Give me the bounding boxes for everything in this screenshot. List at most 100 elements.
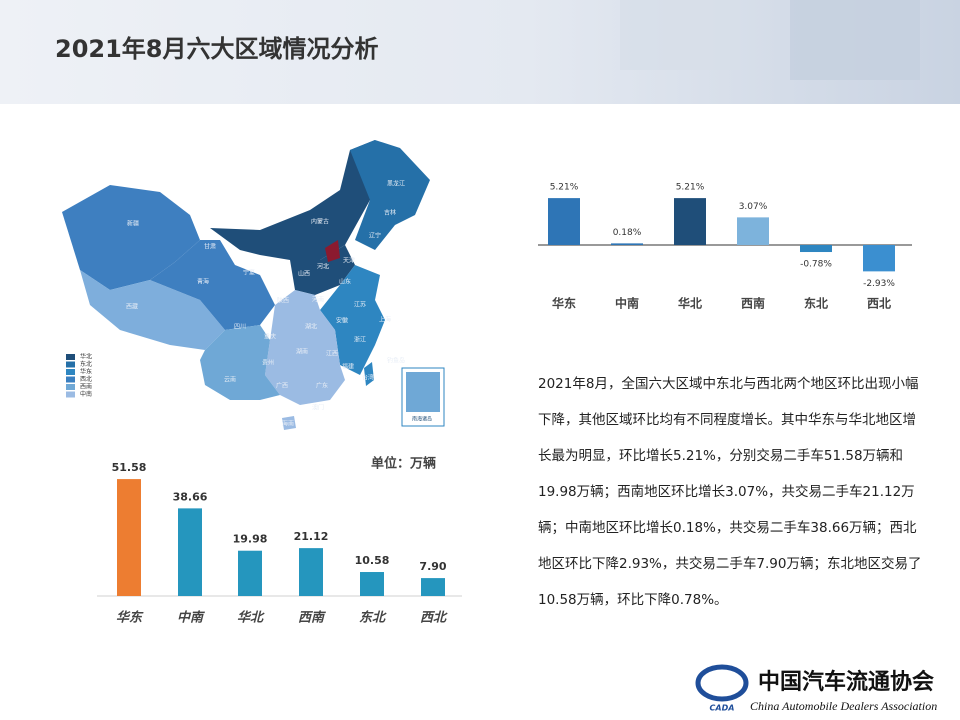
x-tick-label: 西北 — [867, 296, 891, 311]
map-label: 青海 — [197, 278, 209, 286]
map-label: 福建 — [342, 363, 354, 371]
x-tick-label: 西南 — [298, 610, 326, 626]
map-label: 湖北 — [305, 323, 317, 331]
value-label: 5.21% — [550, 183, 579, 193]
map-label: 广西 — [276, 382, 288, 390]
x-tick-label: 西北 — [420, 611, 448, 626]
map-label: 贵州 — [262, 359, 274, 367]
bar — [238, 550, 262, 596]
map-label: 山东 — [339, 278, 351, 286]
legend-swatch — [66, 361, 75, 368]
value-label: 3.07% — [739, 202, 768, 212]
map-label: 宁夏 — [243, 269, 255, 277]
x-tick-label: 中南 — [615, 296, 639, 311]
legend-label: 西南 — [80, 383, 92, 391]
bar — [611, 243, 643, 245]
x-tick-label: 华东 — [116, 610, 144, 626]
legend-swatch — [66, 354, 75, 360]
map-label: 四川 — [234, 324, 246, 331]
bar — [737, 217, 769, 245]
legend-label: 西北 — [80, 375, 92, 383]
map-label: 湖南 — [296, 348, 308, 356]
value-label: 19.98 — [233, 533, 268, 546]
bar — [299, 548, 323, 596]
map-label: 钓鱼岛 — [387, 357, 405, 365]
region-shape — [265, 290, 345, 405]
value-label: 7.90 — [419, 560, 446, 573]
legend-label: 东北 — [80, 360, 92, 368]
x-tick-label: 华东 — [552, 296, 576, 311]
map-label: 安徽 — [336, 317, 348, 325]
x-tick-label: 中南 — [177, 610, 205, 626]
inset-label: 南海诸岛 — [412, 416, 432, 423]
value-label: -0.78% — [800, 260, 832, 270]
map-label: 内蒙古 — [311, 218, 329, 226]
map-label: 江西 — [326, 351, 338, 358]
value-label: 38.66 — [173, 490, 208, 503]
x-tick-label: 西南 — [741, 296, 765, 311]
map-label: 台湾 — [362, 374, 374, 382]
inset-sea — [406, 372, 440, 412]
region-shape — [350, 140, 430, 250]
header-cube — [620, 0, 740, 70]
logo-name: 中国汽车流通协会 — [758, 669, 934, 695]
logo-name-en: China Automobile Dealers Association — [750, 699, 937, 713]
map-label: 浙江 — [354, 336, 366, 344]
map-label: 河南 — [312, 296, 324, 304]
map-label: 陕西 — [277, 297, 289, 305]
logo-ring — [695, 664, 749, 702]
region-shape — [210, 140, 375, 260]
bar — [863, 245, 895, 272]
bar — [421, 578, 445, 596]
value-label: 10.58 — [355, 554, 390, 567]
bar — [178, 508, 202, 596]
region-shape — [150, 240, 275, 330]
x-tick-label: 华北 — [678, 296, 702, 311]
bar — [800, 245, 832, 253]
value-label: 5.21% — [676, 183, 705, 193]
legend-swatch — [66, 376, 75, 383]
map-label: 河北 — [317, 263, 329, 271]
map-label: 辽宁 — [369, 232, 381, 240]
legend-swatch — [66, 369, 75, 375]
region-shape — [200, 325, 280, 400]
logo-mark: CADA — [710, 704, 735, 713]
legend-label: 华东 — [80, 368, 92, 376]
map — [62, 140, 445, 430]
logo: CADA 中国汽车流通协会 China Automobile Dealers A… — [695, 664, 937, 713]
region-shape — [282, 416, 296, 430]
value-label: 51.58 — [112, 461, 147, 474]
map-label: 澳门 — [312, 404, 324, 412]
value-label: 21.12 — [294, 530, 329, 543]
map-label: 新疆 — [127, 220, 139, 228]
map-label: 海南 — [282, 420, 294, 428]
x-tick-label: 东北 — [804, 296, 828, 311]
value-label: 0.18% — [613, 228, 642, 238]
map-label: 西藏 — [126, 303, 138, 311]
map-label: 江苏 — [354, 301, 366, 309]
map-label: 山西 — [298, 270, 310, 278]
bar — [674, 198, 706, 245]
map-label: 重庆 — [264, 333, 276, 341]
legend-swatch — [66, 384, 75, 390]
title: 2021年8月六大区域情况分析 — [55, 35, 379, 63]
map-label: 甘肃 — [204, 243, 216, 251]
value-label: -2.93% — [863, 279, 895, 289]
legend-swatch — [66, 391, 75, 398]
map-label: 黑龙江 — [387, 180, 405, 188]
map-label: 上海 — [379, 316, 391, 324]
paragraph: 2021年8月，全国六大区域中东北与西北两个地区环比出现小幅下降，其他区域环比均… — [538, 376, 922, 608]
region-shape — [325, 240, 340, 262]
legend-label: 华北 — [80, 353, 92, 361]
legend-label: 中南 — [80, 390, 92, 398]
map-label: 云南 — [224, 376, 236, 384]
x-tick-label: 东北 — [359, 610, 387, 626]
region-shape — [320, 265, 385, 375]
map-label: 天津 — [343, 258, 355, 265]
bar — [548, 198, 580, 245]
map-label: 吉林 — [384, 209, 396, 217]
bar — [117, 479, 141, 596]
region-shape — [364, 362, 374, 386]
